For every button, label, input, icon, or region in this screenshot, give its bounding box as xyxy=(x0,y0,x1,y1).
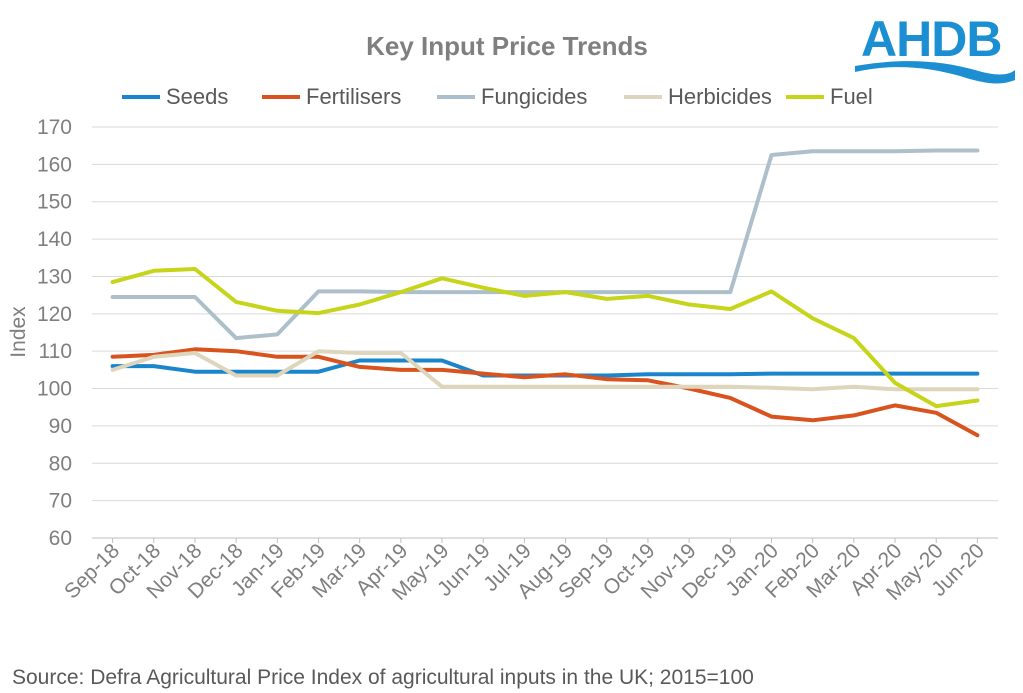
y-tick-label: 70 xyxy=(49,490,72,513)
legend-label-fuel: Fuel xyxy=(830,84,873,109)
series-line-fuel xyxy=(110,267,980,409)
series-line-herbicides xyxy=(110,349,980,392)
y-tick-label: 90 xyxy=(49,415,72,438)
logo-text: AHDB xyxy=(861,11,1001,67)
series-line-fertilisers xyxy=(110,347,980,438)
y-tick-label: 130 xyxy=(37,265,72,288)
legend: Seeds Fertilisers Fungicides Herbicides Fuel xyxy=(122,84,873,109)
y-tick-label: 150 xyxy=(37,191,72,214)
y-tick-label: 120 xyxy=(37,303,72,326)
series-line-fungicides xyxy=(110,148,980,341)
x-axis: Sep-18Oct-18Nov-18Dec-18Jan-19Feb-19Mar-… xyxy=(60,538,989,605)
chart-title: Key Input Price Trends xyxy=(366,31,648,61)
y-axis: 60 70 80 90 100 110 120 130 140 150 160 170 xyxy=(37,116,72,550)
y-tick-label: 170 xyxy=(37,116,72,139)
y-axis-label: Index xyxy=(7,306,30,358)
legend-label-herbicides: Herbicides xyxy=(668,84,772,109)
logo-wave-icon xyxy=(855,61,1015,84)
series-line-seeds xyxy=(110,358,980,378)
legend-label-seeds: Seeds xyxy=(166,84,228,109)
y-tick-label: 60 xyxy=(49,527,72,550)
y-tick-label: 80 xyxy=(49,452,72,475)
series-lines xyxy=(110,148,980,438)
y-tick-label: 160 xyxy=(37,153,72,176)
legend-label-fertilisers: Fertilisers xyxy=(306,84,401,109)
source-note: Source: Defra Agricultural Price Index o… xyxy=(12,666,754,689)
legend-label-fungicides: Fungicides xyxy=(481,84,587,109)
y-tick-label: 110 xyxy=(39,340,72,363)
y-tick-label: 100 xyxy=(37,378,72,401)
y-tick-label: 140 xyxy=(37,228,72,251)
ahdb-logo: AHDB xyxy=(855,11,1015,84)
